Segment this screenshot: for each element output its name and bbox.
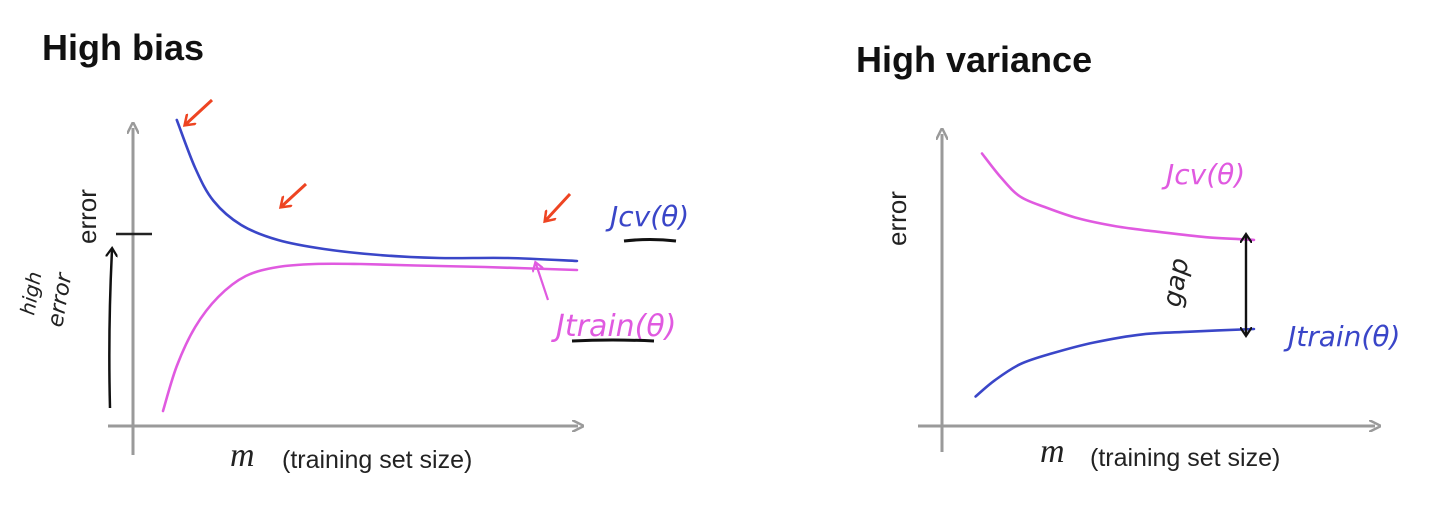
note-line-high: high: [15, 270, 46, 317]
series-line-jcv: [980, 152, 1256, 242]
series-label-jtrain: Jtrain(θ): [551, 309, 676, 344]
y-axis-label: error: [72, 189, 102, 244]
x-axis-label: (training set size): [282, 446, 472, 474]
high-variance-chart: High variance error m (training set size…: [856, 39, 1400, 472]
gap-label: gap: [1157, 256, 1195, 309]
red-arrow-icon: [546, 192, 572, 220]
jtrain-underline: [571, 338, 655, 343]
x-axis-var: m: [230, 437, 255, 474]
x-axis-var: m: [1040, 433, 1065, 470]
x-axis-label: (training set size): [1090, 444, 1280, 472]
series-line-jcv: [175, 118, 579, 263]
series-line-jtrain: [161, 262, 579, 413]
high-error-arrow: [109, 250, 112, 409]
jtrain-pointer-arrow: [536, 264, 550, 301]
chart-title: High variance: [856, 39, 1092, 80]
red-arrow-icon: [282, 182, 308, 206]
series-label-jtrain: Jtrain(θ): [1283, 320, 1400, 353]
gap-annotation: gap: [1157, 236, 1246, 334]
red-arrow-icon: [186, 98, 214, 124]
chart-title: High bias: [42, 27, 204, 68]
series-line-jtrain: [974, 327, 1256, 398]
high-error-note: high error: [15, 250, 112, 409]
note-line-error: error: [43, 269, 77, 329]
jcv-underline: [623, 238, 677, 243]
y-axis-label: error: [882, 191, 912, 246]
series-label-jcv: Jcv(θ): [1161, 158, 1245, 191]
series-label-jcv: Jcv(θ): [605, 200, 689, 233]
high-bias-chart: High bias error m (training set size) Jc…: [15, 27, 689, 474]
